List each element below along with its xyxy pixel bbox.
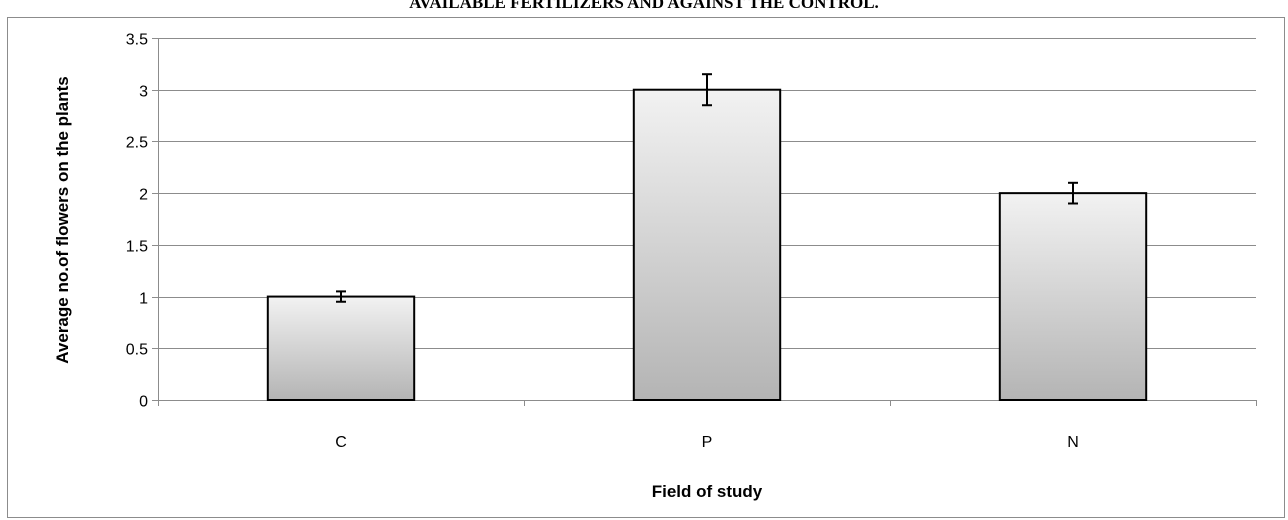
y-tick-label: 1 [139, 291, 148, 308]
bar-P [632, 88, 782, 401]
x-tick-label-N: N [1067, 434, 1079, 451]
x-axis-title: Field of study [652, 482, 763, 501]
bar-C [266, 295, 416, 402]
y-tick-label: 1.5 [126, 239, 148, 256]
bar-N [998, 192, 1148, 401]
chart-frame [7, 17, 1285, 518]
y-tick-label: 3 [139, 84, 148, 101]
x-tick-label-P: P [702, 434, 713, 451]
y-tick-label: 0 [139, 394, 148, 411]
y-axis-title: Average no.of flowers on the plants [53, 76, 72, 363]
x-tick-label-C: C [335, 434, 347, 451]
chart-title: AVAILABLE FERTILIZERS AND AGAINST THE CO… [409, 0, 879, 12]
y-tick-label: 2.5 [126, 135, 148, 152]
y-tick-label: 2 [139, 187, 148, 204]
y-tick-label: 0.5 [126, 342, 148, 359]
y-tick-label: 3.5 [126, 32, 148, 49]
